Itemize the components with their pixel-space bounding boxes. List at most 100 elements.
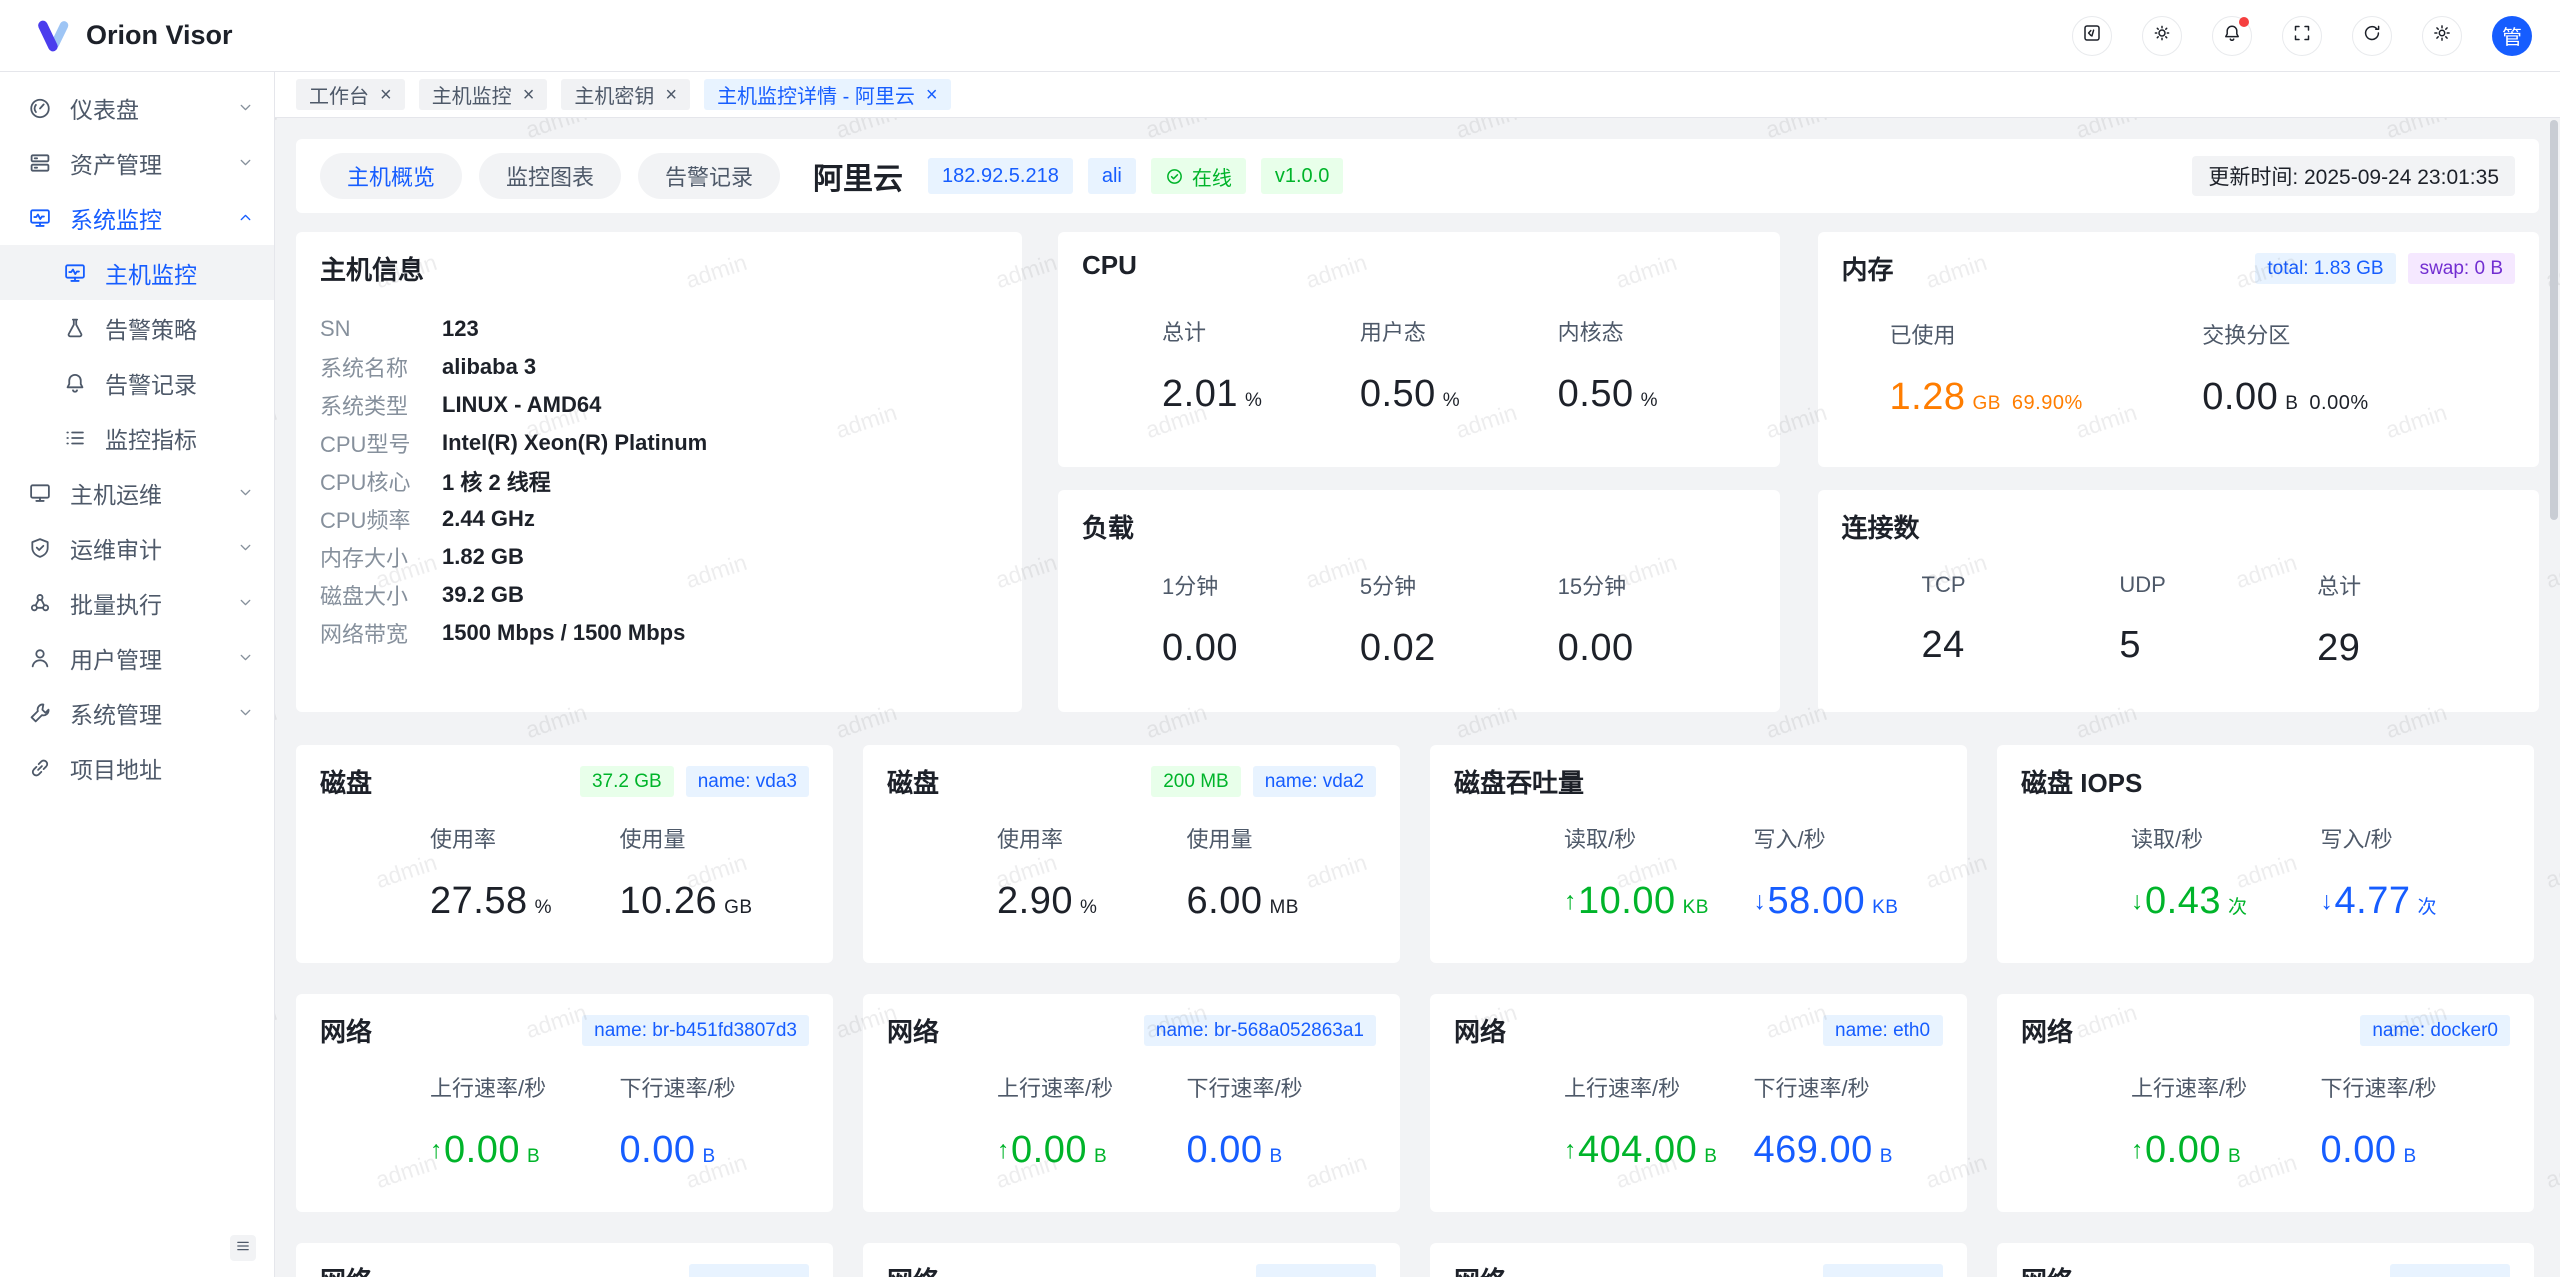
page-tab-主机密钥[interactable]: 主机密钥 × bbox=[561, 79, 691, 110]
sidebar-item-主机运维[interactable]: 主机运维 bbox=[0, 465, 274, 520]
sidebar-item-label: 资产管理 bbox=[70, 151, 162, 178]
stat-value: ↓ 4.77 次 bbox=[2321, 880, 2511, 923]
stat-number: 2.01 bbox=[1162, 372, 1238, 415]
host-info-row: 内存大小 1.82 GB bbox=[320, 544, 998, 571]
stat-number: 0.00 bbox=[1186, 1129, 1263, 1171]
stat-写入/秒: 写入/秒 ↓ 58.00 KB bbox=[1754, 822, 1944, 923]
audit-icon bbox=[28, 535, 54, 561]
stat-unit: B bbox=[1269, 1146, 1283, 1167]
code-button[interactable] bbox=[2072, 15, 2112, 56]
stat-unit: 次 bbox=[2227, 897, 2248, 918]
stat-number: 4.77 bbox=[2334, 880, 2411, 922]
sidebar-item-系统管理[interactable]: 系统管理 bbox=[0, 685, 274, 740]
stat-value: ↑ 0.00 B bbox=[2131, 1129, 2321, 1172]
chevron-down-icon bbox=[237, 154, 254, 171]
info-label: 磁盘大小 bbox=[320, 583, 409, 609]
check-circle-icon bbox=[1166, 168, 1182, 184]
info-label: 网络带宽 bbox=[320, 621, 409, 647]
stat-下行速率/秒: 下行速率/秒 0.00 B bbox=[2321, 1071, 2511, 1172]
code-icon bbox=[2082, 23, 2102, 48]
page-tab-主机监控详情 - 阿里云[interactable]: 主机监控详情 - 阿里云 × bbox=[704, 79, 951, 110]
sidebar-item-系统监控[interactable]: 系统监控 bbox=[0, 190, 274, 245]
stat-number: 0.00 bbox=[2202, 375, 2279, 418]
info-value: alibaba 3 bbox=[442, 353, 537, 379]
stat-card-title: 负载 bbox=[1082, 513, 1135, 543]
page-tab-主机监控[interactable]: 主机监控 × bbox=[418, 79, 548, 110]
stat-value: 0.00 bbox=[1162, 627, 1360, 670]
sidebar-item-告警记录[interactable]: 告警记录 bbox=[0, 355, 274, 410]
watermark-text: admin bbox=[2542, 1148, 2560, 1194]
stat-card-title: 磁盘 bbox=[320, 768, 373, 798]
stat-group: 总计 2.01% 用户态 0.50% 内核态 0.50% bbox=[1082, 281, 1756, 449]
fullscreen-button[interactable] bbox=[2282, 15, 2322, 56]
watermark-text: admin bbox=[275, 698, 280, 744]
view-tab-监控图表[interactable]: 监控图表 bbox=[479, 153, 622, 199]
stat-value: ↓ 58.00 KB bbox=[1754, 880, 1944, 923]
view-tab-主机概览[interactable]: 主机概览 bbox=[320, 153, 463, 199]
stat-card-title: 网络 bbox=[2021, 1261, 2073, 1277]
sidebar-item-仪表盘[interactable]: 仪表盘 bbox=[0, 80, 274, 135]
host-ip-tag: 182.92.5.218 bbox=[928, 158, 1073, 194]
arrow-up-icon: ↑ bbox=[2131, 1136, 2144, 1164]
sidebar-item-label: 项目地址 bbox=[70, 756, 162, 783]
watermark-text: admin bbox=[275, 118, 280, 144]
host-info-row: CPU频率 2.44 GHz bbox=[320, 506, 998, 533]
stat-使用量: 使用量 6.00 MB bbox=[1187, 822, 1377, 923]
sidebar-collapse-button[interactable] bbox=[230, 1235, 256, 1261]
theme-button[interactable] bbox=[2142, 15, 2182, 56]
fullscreen-icon bbox=[2292, 23, 2312, 48]
page-tab-label: 工作台 bbox=[309, 86, 369, 108]
stat-下行速率/秒: 下行速率/秒 0.00 B bbox=[1187, 1071, 1377, 1172]
sidebar-item-项目地址[interactable]: 项目地址 bbox=[0, 740, 274, 795]
stat-上行速率/秒: 上行速率/秒 ↑ 0.00 B bbox=[430, 1071, 620, 1172]
stat-card-title: 网络 bbox=[1454, 1261, 1506, 1277]
stat-card-head: 负载 bbox=[1082, 508, 1756, 545]
host-info-row: 系统类型 LINUX - AMD64 bbox=[320, 392, 998, 419]
close-icon[interactable]: × bbox=[522, 83, 535, 106]
sidebar-item-主机监控[interactable]: 主机监控 bbox=[0, 245, 274, 300]
page-tab-工作台[interactable]: 工作台 × bbox=[296, 79, 405, 110]
info-label: CPU频率 bbox=[320, 507, 411, 533]
stat-value: 0.00 B bbox=[2321, 1129, 2511, 1172]
sidebar-item-监控指标[interactable]: 监控指标 bbox=[0, 410, 274, 465]
stat-unit: B bbox=[2403, 1146, 2417, 1167]
view-tabs: 主机概览 监控图表 告警记录 bbox=[320, 153, 797, 199]
notification-button[interactable] bbox=[2212, 15, 2252, 56]
stat-group: 上行速率/秒 ↑ 0.00 B 下行速率/秒 0.00 B bbox=[2021, 1049, 2510, 1194]
close-icon[interactable]: × bbox=[665, 83, 678, 106]
stat-label: 交换分区 bbox=[2202, 322, 2291, 348]
close-icon[interactable]: × bbox=[380, 83, 392, 106]
stat-card-tags: name: docker0 bbox=[2360, 1015, 2510, 1046]
sidebar-item-运维审计[interactable]: 运维审计 bbox=[0, 520, 274, 575]
sidebar-item-label: 用户管理 bbox=[70, 646, 162, 673]
sidebar: 仪表盘资产管理系统监控 主机监控 告警策略 告警记录监控指标主机运维运维审计 批量执行用… bbox=[0, 72, 275, 1277]
sidebar-item-告警策略[interactable]: 告警策略 bbox=[0, 300, 274, 355]
stat-value: 0.00 B bbox=[620, 1129, 810, 1172]
sidebar-item-批量执行[interactable]: 批量执行 bbox=[0, 575, 274, 630]
stat-label: 5分钟 bbox=[1359, 574, 1417, 599]
refresh-button[interactable] bbox=[2352, 15, 2392, 56]
stat-group: 上行速率/秒 ↑ 404.00 B 下行速率/秒 469.00 B bbox=[1454, 1049, 1943, 1194]
sidebar-item-label: 主机运维 bbox=[70, 481, 162, 508]
stat-unit: B bbox=[526, 1146, 541, 1167]
card-tag: 200 MB bbox=[1151, 766, 1241, 797]
settings-button[interactable] bbox=[2422, 15, 2462, 56]
stat-label: 总计 bbox=[1162, 319, 1207, 345]
sidebar-item-label: 仪表盘 bbox=[70, 96, 139, 123]
sidebar-item-资产管理[interactable]: 资产管理 bbox=[0, 135, 274, 190]
stat-label: 总计 bbox=[2317, 574, 2362, 599]
sidebar-item-用户管理[interactable]: 用户管理 bbox=[0, 630, 274, 685]
stat-card-head: 网络 bbox=[887, 1261, 1376, 1277]
scrollbar-thumb[interactable] bbox=[2550, 120, 2558, 520]
view-tab-告警记录[interactable]: 告警记录 bbox=[638, 153, 781, 199]
overview-grid: CPU 总计 2.01% 用户态 0.50% 内核态 0.50% 内存 total: 1.83 … bbox=[1058, 232, 2539, 712]
sidebar-item-label: 监控指标 bbox=[105, 426, 197, 453]
card-tag: name: vda3 bbox=[685, 766, 809, 797]
stat-label: 上行速率/秒 bbox=[430, 1076, 547, 1101]
stat-label: 上行速率/秒 bbox=[1564, 1076, 1681, 1101]
stat-card-title: 网络 bbox=[887, 1017, 940, 1047]
stat-card-网络: 网络 name: eth0 上行速率/秒 ↑ 404.00 B 下行速率/秒 469.00 B bbox=[1430, 994, 1967, 1212]
close-icon[interactable]: × bbox=[925, 83, 938, 106]
stat-group: 使用率 2.90% 使用量 6.00 MB bbox=[887, 800, 1376, 945]
user-avatar[interactable]: 管 bbox=[2492, 15, 2532, 56]
